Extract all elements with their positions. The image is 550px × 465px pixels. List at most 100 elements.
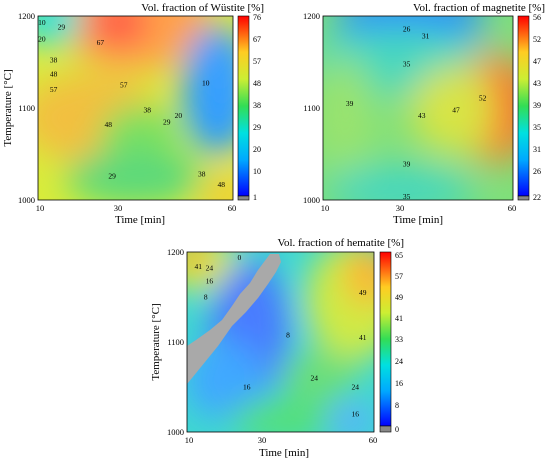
colorbar-tick-label: 57 (395, 272, 403, 281)
colorbar-tick-label: 41 (395, 314, 403, 323)
x-tick-label: 30 (396, 203, 405, 213)
contour-label: 48 (104, 120, 112, 129)
colorbar-tick-label: 43 (533, 79, 541, 88)
colorbar-tick-label: 16 (395, 379, 403, 388)
colorbar-tick-label: 20 (253, 145, 261, 154)
contour-labels-magnetite: 26 31 35 39 52 47 43 39 35 (346, 24, 487, 200)
colorbar-min-swatch-magnetite (517, 195, 530, 201)
x-tick-label: 30 (258, 435, 267, 445)
contour-label: 35 (403, 192, 411, 201)
colorbar-tick-label: 47 (533, 57, 541, 66)
contour-label: 29 (58, 23, 66, 32)
contour-label: 16 (243, 383, 251, 392)
x-ticks-wustite: 10 30 60 (36, 203, 237, 213)
contour-labels-hematite: 0 41 24 16 8 49 41 8 16 24 24 16 (194, 253, 366, 419)
title-wustite: Vol. fraction of Wüstite [%] (141, 2, 264, 14)
contour-label: 57 (120, 81, 128, 90)
panel-magnetite: 26 31 35 39 52 47 43 39 35 1200 1100 1000 10 30 … (303, 2, 545, 226)
y-tick-label: 1100 (303, 103, 320, 113)
contour-label: 38 (50, 56, 58, 65)
contour-label: 29 (108, 172, 116, 181)
y-tick-label: 1000 (303, 195, 320, 205)
colorbar-tick-label: 33 (395, 335, 403, 344)
contour-label: 26 (403, 24, 411, 33)
y-tick-label: 1200 (18, 11, 35, 21)
y-tick-label: 1000 (18, 195, 35, 205)
contour-label: 48 (50, 70, 58, 79)
contour-label: 24 (310, 374, 318, 383)
contour-label: 16 (352, 410, 360, 419)
contour-label: 47 (452, 105, 460, 114)
colorbar-tick-label: 35 (533, 123, 541, 132)
x-ticks-magnetite: 10 30 60 (321, 203, 517, 213)
contour-label: 10 (38, 18, 46, 27)
x-tick-label: 10 (185, 435, 194, 445)
colorbar-tick-label: 1 (253, 193, 257, 202)
colorbar-tick-label: 56 (533, 13, 541, 22)
colorbar-ticks-magnetite: 56 52 47 43 39 35 31 26 22 (533, 13, 541, 202)
contour-label: 24 (352, 383, 360, 392)
y-tick-label: 1100 (167, 337, 184, 347)
contour-label: 52 (479, 93, 487, 102)
x-axis-label-hematite: Time [min] (259, 447, 309, 459)
y-axis-label-wustite: Temperature [°C] (2, 69, 14, 146)
colorbar-wustite (237, 15, 250, 197)
plot-area-magnetite (323, 16, 513, 200)
x-axis-label-wustite: Time [min] (115, 214, 165, 226)
x-tick-label: 10 (36, 203, 45, 213)
contour-label: 8 (204, 293, 208, 302)
x-tick-label: 60 (228, 203, 237, 213)
colorbar-tick-label: 22 (533, 193, 541, 202)
y-axis-label-hematite: Temperature [°C] (150, 303, 162, 380)
x-tick-label: 10 (321, 203, 330, 213)
x-tick-label: 30 (114, 203, 123, 213)
colorbar-tick-label: 67 (253, 35, 261, 44)
plot-frame-magnetite (322, 15, 514, 201)
colorbar-hematite (379, 251, 392, 427)
x-tick-label: 60 (369, 435, 378, 445)
y-ticks-magnetite: 1200 1100 1000 (303, 11, 320, 205)
contour-label: 35 (403, 59, 411, 68)
title-hematite: Vol. fraction of hematite [%] (277, 237, 404, 249)
contour-label: 20 (38, 35, 46, 44)
panel-hematite: 0 41 24 16 8 49 41 8 16 24 24 16 1200 1100 1000 10 … (150, 237, 404, 459)
contour-label: 43 (418, 111, 426, 120)
colorbar-tick-label: 31 (533, 145, 541, 154)
contour-label: 16 (206, 276, 214, 285)
x-axis-label-magnetite: Time [min] (393, 214, 443, 226)
colorbar-tick-label: 76 (253, 13, 261, 22)
contour-label: 48 (218, 180, 226, 189)
colorbar-tick-label: 0 (395, 425, 399, 434)
plot-area-wustite (38, 16, 233, 200)
colorbar-ticks-wustite: 76 67 57 48 38 29 20 10 1 (253, 13, 261, 202)
y-tick-label: 1200 (303, 11, 320, 21)
plot-frame-hematite (186, 251, 375, 433)
contour-label: 29 (163, 117, 171, 126)
colorbar-tick-label: 8 (395, 401, 399, 410)
contour-label: 67 (97, 38, 105, 47)
colorbar-tick-label: 38 (253, 101, 261, 110)
title-magnetite: Vol. fraction of magnetite [%] (413, 2, 545, 14)
contour-label: 0 (238, 253, 242, 262)
contour-label: 8 (286, 330, 290, 339)
contour-label: 31 (422, 32, 430, 41)
colorbar-tick-label: 29 (253, 123, 261, 132)
colorbar-tick-label: 39 (533, 101, 541, 110)
contour-labels-wustite: 10 29 20 67 38 48 57 57 10 38 20 29 48 29 38 48 (38, 18, 225, 189)
colorbar-min-swatch-wustite (237, 195, 250, 201)
contour-label: 38 (198, 170, 206, 179)
contour-label: 10 (202, 79, 210, 88)
colorbar-tick-label: 26 (533, 167, 541, 176)
x-ticks-hematite: 10 30 60 (185, 435, 378, 445)
colorbar-tick-label: 24 (395, 357, 403, 366)
plot-frame-wustite (37, 15, 234, 201)
contour-label: 39 (346, 99, 354, 108)
y-tick-label: 1000 (167, 427, 184, 437)
colorbar-tick-label: 65 (395, 251, 403, 260)
colorbar-tick-label: 48 (253, 79, 261, 88)
colorbar-tick-label: 49 (395, 293, 403, 302)
colorbar-tick-label: 57 (253, 57, 261, 66)
y-ticks-wustite: 1200 1100 1000 (18, 11, 35, 205)
